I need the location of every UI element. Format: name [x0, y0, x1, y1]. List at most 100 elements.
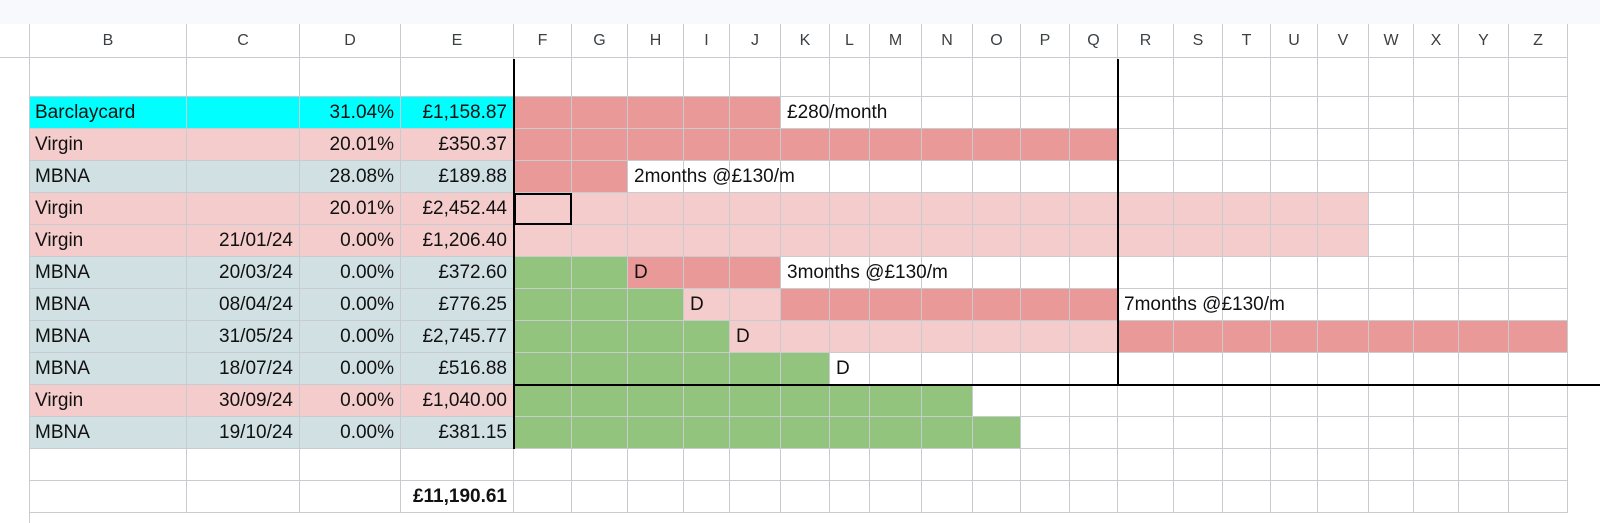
column-header-j[interactable]: J — [730, 24, 781, 58]
cell-o[interactable] — [973, 353, 1021, 385]
cell-q-blank-top[interactable] — [1070, 58, 1118, 97]
cell-y-blank-bottom[interactable] — [1459, 449, 1509, 481]
column-header-i[interactable]: I — [684, 24, 730, 58]
cell-s[interactable] — [1174, 97, 1223, 129]
cell-c-blank-top[interactable] — [187, 58, 300, 97]
cell-x-total-row[interactable] — [1414, 481, 1459, 513]
column-header-b[interactable]: B — [30, 24, 187, 58]
cell-c-blank-bottom[interactable] — [187, 449, 300, 481]
cell-k[interactable] — [781, 193, 830, 225]
column-header-w[interactable]: W — [1369, 24, 1414, 58]
cell-j[interactable] — [730, 161, 781, 193]
cell-o[interactable] — [973, 321, 1021, 353]
cell-date[interactable] — [187, 193, 300, 225]
cell-name[interactable]: Virgin — [30, 225, 187, 257]
cell-j[interactable] — [730, 417, 781, 449]
cell-n[interactable] — [922, 385, 973, 417]
cell-y[interactable] — [1459, 321, 1509, 353]
cell-rate[interactable]: 0.00% — [300, 321, 401, 353]
cell-s-blank-top[interactable] — [1174, 58, 1223, 97]
column-header-l[interactable]: L — [830, 24, 870, 58]
column-header-n[interactable]: N — [922, 24, 973, 58]
cell-s[interactable] — [1174, 257, 1223, 289]
cell-p-total-row[interactable] — [1021, 481, 1070, 513]
cell-z-blank-bottom[interactable] — [1509, 449, 1568, 481]
cell-v[interactable] — [1318, 385, 1369, 417]
cell-y[interactable] — [1459, 129, 1509, 161]
cell-v[interactable] — [1318, 321, 1369, 353]
cell-s-total-row[interactable] — [1174, 481, 1223, 513]
cell-u[interactable] — [1271, 97, 1318, 129]
cell-name[interactable]: MBNA — [30, 289, 187, 321]
cell-u-blank-bottom[interactable] — [1271, 449, 1318, 481]
cell-o[interactable] — [973, 129, 1021, 161]
column-header-d[interactable]: D — [300, 24, 401, 58]
cell-date[interactable]: 20/03/24 — [187, 257, 300, 289]
cell-q-blank-bottom[interactable] — [1070, 449, 1118, 481]
cell-p[interactable] — [1021, 385, 1070, 417]
cell-l[interactable] — [830, 129, 870, 161]
cell-h[interactable] — [628, 225, 684, 257]
cell-h-total-row[interactable] — [628, 481, 684, 513]
cell-j[interactable] — [730, 385, 781, 417]
cell-q[interactable] — [1070, 353, 1118, 385]
cell-z[interactable] — [1509, 289, 1568, 321]
cell-f[interactable] — [514, 321, 572, 353]
cell-r[interactable] — [1118, 257, 1174, 289]
cell-date[interactable]: 19/10/24 — [187, 417, 300, 449]
cell-o-blank-bottom[interactable] — [973, 449, 1021, 481]
cell-k[interactable] — [781, 129, 830, 161]
cell-j[interactable] — [730, 321, 781, 353]
column-header-g[interactable]: G — [572, 24, 628, 58]
cell-q[interactable] — [1070, 161, 1118, 193]
cell-f[interactable] — [514, 385, 572, 417]
cell-t[interactable] — [1223, 97, 1271, 129]
cell-x[interactable] — [1414, 385, 1459, 417]
cell-q[interactable] — [1070, 193, 1118, 225]
cell-j-blank-bottom[interactable] — [730, 449, 781, 481]
cell-u[interactable] — [1271, 129, 1318, 161]
cell-name[interactable]: MBNA — [30, 321, 187, 353]
cell-v[interactable] — [1318, 417, 1369, 449]
cell-h[interactable] — [628, 385, 684, 417]
cell-f[interactable] — [514, 353, 572, 385]
cell-y[interactable] — [1459, 257, 1509, 289]
cell-n[interactable] — [922, 289, 973, 321]
cell-name[interactable]: MBNA — [30, 161, 187, 193]
cell-amount[interactable]: £372.60 — [401, 257, 514, 289]
cell-h[interactable] — [628, 289, 684, 321]
cell-o[interactable] — [973, 289, 1021, 321]
total-amount[interactable]: £11,190.61 — [401, 481, 514, 513]
cell-g[interactable] — [572, 257, 628, 289]
cell-s[interactable] — [1174, 385, 1223, 417]
cell-j-blank-top[interactable] — [730, 58, 781, 97]
cell-n-blank-bottom[interactable] — [922, 449, 973, 481]
cell-name[interactable]: Virgin — [30, 193, 187, 225]
cell-j[interactable] — [730, 225, 781, 257]
cell-i-blank-top[interactable] — [684, 58, 730, 97]
cell-y-blank-top[interactable] — [1459, 58, 1509, 97]
cell-m[interactable] — [870, 353, 922, 385]
cell-t-blank-top[interactable] — [1223, 58, 1271, 97]
cell-q[interactable] — [1070, 385, 1118, 417]
cell-i[interactable] — [684, 257, 730, 289]
cell-y[interactable] — [1459, 385, 1509, 417]
cell-s[interactable] — [1174, 193, 1223, 225]
cell-x[interactable] — [1414, 161, 1459, 193]
cell-r[interactable] — [1118, 129, 1174, 161]
cell-o[interactable] — [973, 193, 1021, 225]
cell-t[interactable] — [1223, 257, 1271, 289]
cell-q-total-row[interactable] — [1070, 481, 1118, 513]
cell-i[interactable] — [684, 321, 730, 353]
cell-f[interactable] — [514, 289, 572, 321]
cell-m[interactable] — [870, 257, 922, 289]
cell-g[interactable] — [572, 161, 628, 193]
cell-rate[interactable]: 28.08% — [300, 161, 401, 193]
cell-l[interactable] — [830, 193, 870, 225]
cell-k[interactable] — [781, 257, 830, 289]
column-header-o[interactable]: O — [973, 24, 1021, 58]
cell-amount[interactable]: £2,745.77 — [401, 321, 514, 353]
cell-n[interactable] — [922, 353, 973, 385]
column-header-q[interactable]: Q — [1070, 24, 1118, 58]
cell-g[interactable] — [572, 353, 628, 385]
